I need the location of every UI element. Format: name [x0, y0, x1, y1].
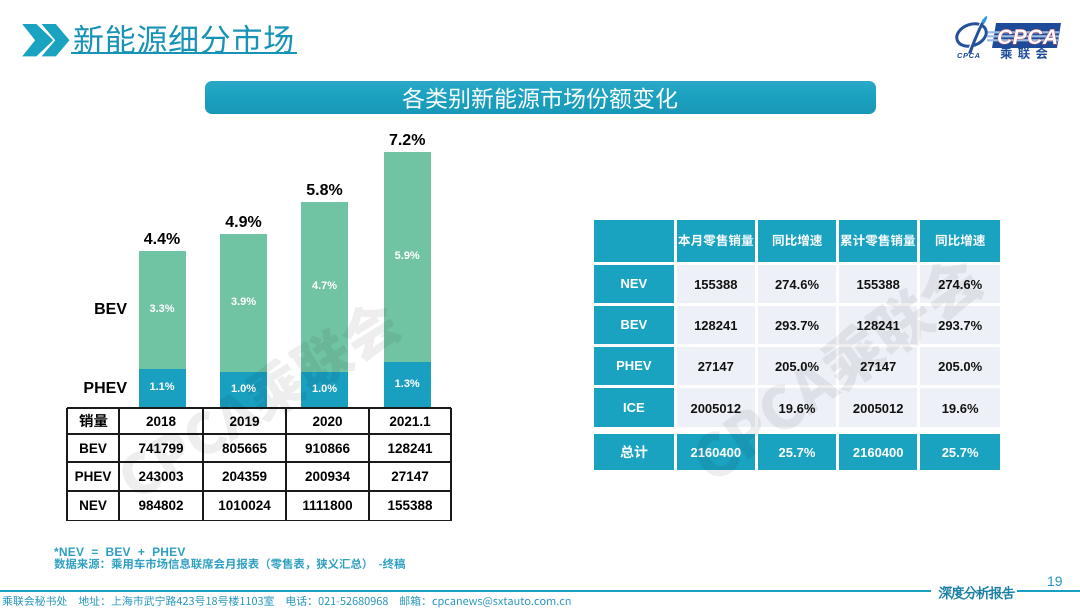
svg-text:CPCA: CPCA: [997, 26, 1059, 49]
